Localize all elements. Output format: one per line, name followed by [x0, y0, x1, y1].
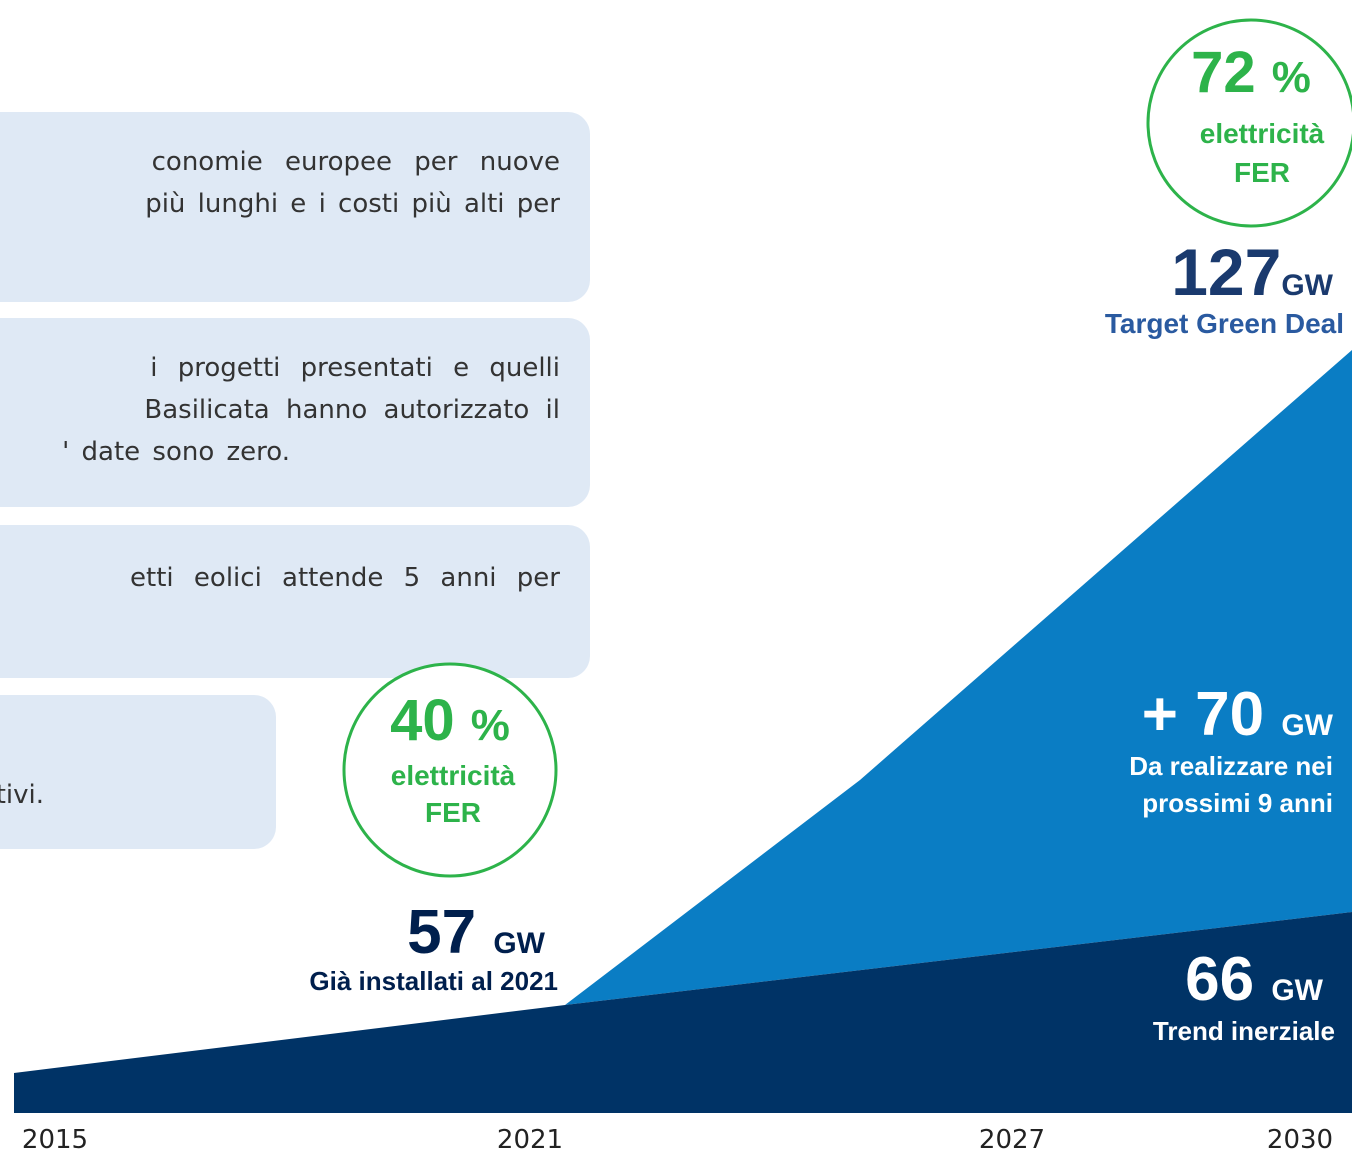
text-box: i progetti presentati e quelli Basilicat… — [0, 318, 590, 507]
circle-text: elettricità — [1200, 118, 1325, 149]
text-part: 127 — [1171, 235, 1281, 309]
year-label: 2015 — [22, 1125, 88, 1155]
callout-caption: Già installati al 2021 — [309, 966, 558, 996]
text-part: GW — [1271, 974, 1323, 1007]
callout-value: 127GW — [1171, 235, 1333, 309]
year-label: 2027 — [979, 1125, 1045, 1155]
text-line: Basilicata hanno autorizzato il — [144, 395, 560, 425]
text-part: GW — [1281, 709, 1333, 742]
circle — [1146, 18, 1352, 228]
callout-value: + 70 GW — [1142, 680, 1334, 749]
text-part: + 70 — [1142, 680, 1264, 749]
circle-text: FER — [425, 797, 481, 828]
callout-caption: Target Green Deal — [1105, 308, 1344, 339]
text-part: 72 — [1191, 40, 1256, 105]
circle-text: elettricità — [391, 760, 516, 791]
trend-area — [14, 912, 1352, 1113]
text-part: GW — [493, 927, 545, 960]
text-line: etti eolici attende 5 anni per — [130, 563, 560, 593]
text-line: i progetti presentati e quelli — [150, 353, 560, 383]
callout-value: 57 GW — [407, 898, 546, 967]
text-box: conomie europee per nuove più lunghi e i… — [0, 112, 590, 302]
text-part: GW — [1281, 269, 1333, 302]
callout-caption: Trend inerziale — [1153, 1016, 1335, 1046]
text-line: più lunghi e i costi più alti per — [145, 189, 560, 219]
circle-value: 40 % — [390, 688, 510, 753]
text-part: 66 — [1185, 945, 1254, 1014]
callout-caption: Da realizzare nei — [1129, 751, 1333, 781]
circle — [342, 662, 558, 878]
text-line: tivi. — [0, 780, 44, 810]
text-part: % — [471, 701, 510, 750]
year-label: 2021 — [497, 1125, 563, 1155]
circle-text: FER — [1234, 157, 1290, 188]
year-label: 2030 — [1267, 1125, 1333, 1155]
target-area — [565, 350, 1352, 1005]
text-box: etti eolici attende 5 anni per — [0, 525, 590, 678]
text-box: tivi. — [0, 695, 276, 849]
callout-value: 66 GW — [1185, 945, 1324, 1014]
text-part: 40 — [390, 688, 455, 753]
callout-caption: prossimi 9 anni — [1142, 788, 1333, 818]
circle-value: 72 % — [1191, 40, 1311, 105]
text-line: conomie europee per nuove — [151, 147, 560, 177]
text-line: ' date sono zero. — [62, 437, 290, 467]
text-part: 57 — [407, 898, 476, 967]
text-part: % — [1272, 53, 1311, 102]
